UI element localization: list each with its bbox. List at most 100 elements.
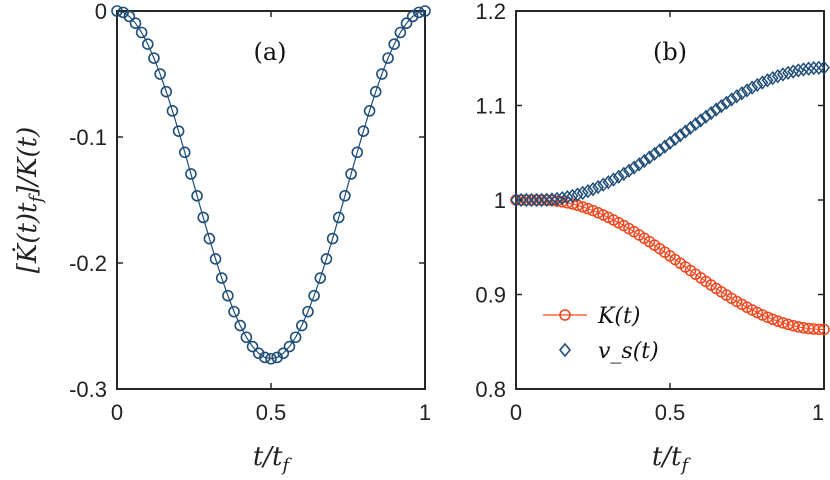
data-point-k	[782, 318, 794, 331]
data-point-vs	[658, 139, 671, 154]
data-point-vs	[679, 124, 692, 139]
data-point	[351, 146, 364, 159]
panel-b: (b) 1.2 1.1 1 0.9 0.8 0 0.5 1 t/tf K(t)	[475, 0, 830, 476]
data-point-vs	[715, 98, 728, 114]
data-point-k	[587, 204, 599, 217]
data-point	[265, 352, 277, 365]
panel-a-y-axis-label: [K̇(t)tf]/K(t)	[12, 127, 47, 274]
data-point-vs	[510, 192, 522, 208]
data-point-vs	[766, 70, 779, 86]
panel-a-axes-box	[116, 10, 426, 390]
data-point	[394, 26, 407, 39]
data-point-vs	[556, 190, 569, 206]
data-point-vs	[694, 113, 707, 128]
data-point-vs	[515, 192, 528, 208]
data-point	[154, 68, 166, 80]
y-tick-label: 0.8	[475, 377, 506, 402]
panel-a-series	[111, 5, 431, 365]
data-point-vs	[746, 80, 759, 95]
panel-b-x-axis-label: t/tf	[652, 442, 692, 476]
data-point	[302, 305, 314, 318]
data-point	[332, 211, 345, 224]
data-point	[172, 125, 185, 137]
data-point-vs	[787, 64, 800, 79]
data-point-vs	[597, 177, 610, 192]
data-point-k	[777, 317, 789, 329]
data-point	[228, 305, 240, 318]
data-point	[148, 52, 160, 64]
data-point-vs	[751, 77, 764, 93]
data-point-vs	[535, 192, 548, 208]
data-point-k	[756, 309, 769, 321]
y-tick-label: 1.2	[475, 0, 506, 24]
series-line	[116, 10, 426, 360]
y-tick-label: 0.9	[475, 283, 506, 308]
x-tick-label: 0	[510, 400, 522, 425]
data-point-vs	[633, 157, 646, 172]
data-point	[123, 10, 136, 23]
data-point	[388, 38, 401, 51]
data-point	[283, 340, 296, 353]
y-tick-label: -0.3	[69, 377, 107, 402]
data-point-vs	[725, 92, 738, 107]
legend-marker-k	[559, 309, 571, 321]
panel-a-y-ticks: 0 -0.1 -0.2 -0.3	[69, 0, 425, 402]
data-point	[135, 26, 148, 39]
data-point	[259, 351, 271, 364]
panel-b-x-ticks: 0 0.5 1	[510, 11, 824, 425]
data-point	[246, 340, 259, 353]
x-tick-label: 0.5	[256, 400, 287, 425]
data-point-vs	[545, 192, 558, 207]
data-point-k	[772, 315, 784, 327]
data-point-vs	[617, 166, 630, 181]
data-point-vs	[587, 181, 599, 197]
data-point	[160, 85, 173, 98]
data-point-vs	[576, 185, 589, 201]
data-point-k	[592, 206, 604, 219]
legend-label-k: K(t)	[597, 304, 640, 329]
data-point-vs	[669, 131, 682, 147]
data-point-vs	[730, 89, 743, 104]
data-point-vs	[520, 192, 533, 208]
data-point	[215, 272, 228, 284]
data-point-vs	[782, 65, 795, 81]
data-point-vs	[653, 143, 666, 158]
y-tick-label: 0	[95, 0, 107, 24]
data-point-vs	[664, 135, 676, 151]
data-point-k	[813, 323, 825, 336]
data-point-vs	[705, 105, 718, 121]
data-point-vs	[566, 188, 579, 204]
data-point	[234, 319, 246, 332]
data-point	[320, 253, 333, 265]
data-point	[314, 272, 327, 284]
data-point-vs	[530, 192, 543, 208]
data-point	[209, 253, 222, 265]
data-point-k	[766, 313, 779, 326]
data-point	[413, 6, 425, 19]
x-tick-label: 1	[812, 400, 824, 425]
y-tick-label: -0.1	[69, 125, 107, 150]
data-point-k	[761, 311, 774, 323]
data-point	[142, 38, 154, 51]
x-tick-label: 0.5	[655, 400, 686, 425]
y-tick-label: -0.2	[69, 251, 107, 276]
data-point	[363, 105, 376, 117]
data-point	[400, 17, 413, 30]
data-point-vs	[592, 179, 605, 195]
data-point-vs	[540, 192, 553, 208]
data-point-vs	[720, 95, 733, 110]
data-point	[345, 168, 357, 180]
data-point-vs	[561, 189, 574, 205]
data-point-vs	[612, 169, 625, 184]
data-point-vs	[648, 146, 661, 162]
data-point-vs	[741, 83, 753, 98]
data-point	[369, 85, 382, 98]
data-point	[289, 331, 302, 344]
data-point-vs	[761, 73, 774, 88]
data-point-vs	[551, 191, 564, 207]
data-point	[382, 52, 394, 64]
data-point	[339, 189, 351, 202]
panel-b-y-ticks: 1.2 1.1 1 0.9 0.8	[475, 0, 824, 402]
data-point-vs	[735, 86, 748, 101]
data-point-vs	[818, 60, 830, 75]
